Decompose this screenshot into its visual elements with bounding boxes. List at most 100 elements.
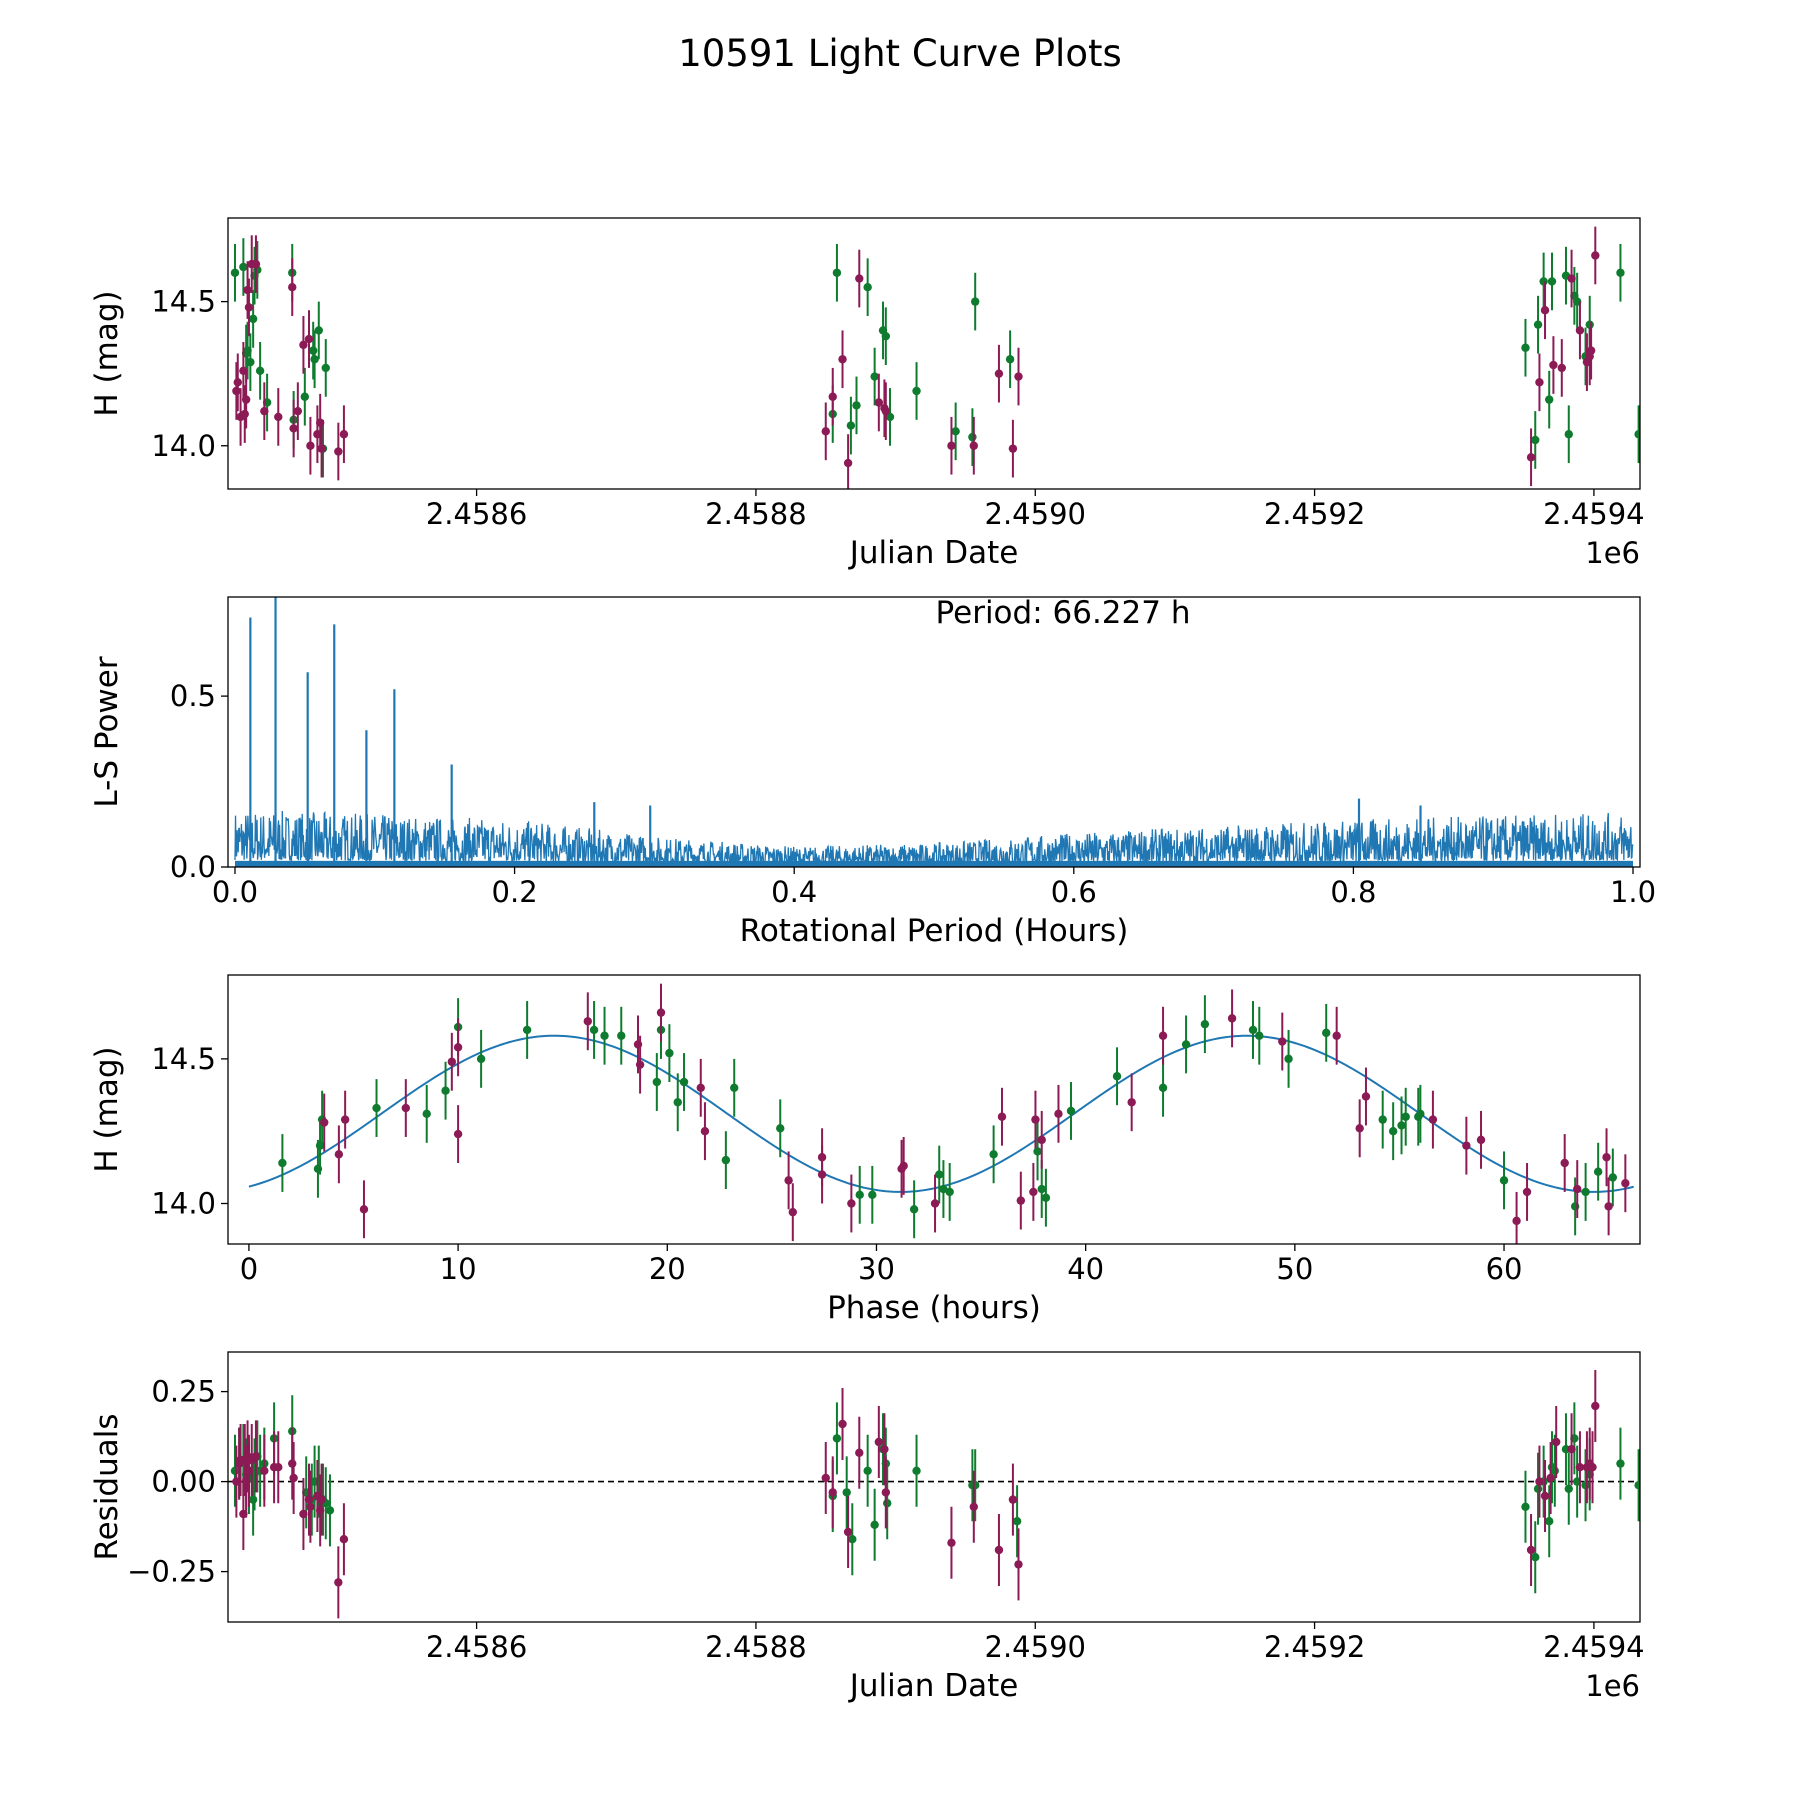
data-point: [935, 1170, 944, 1179]
data-point: [852, 401, 861, 410]
data-point: [230, 268, 240, 277]
y-tick-label: 0.00: [151, 1465, 216, 1499]
data-point: [293, 406, 303, 416]
data-point: [321, 363, 330, 373]
series-green: [278, 995, 1618, 1239]
x-offset-label: 1e6: [1585, 536, 1640, 570]
data-point: [1550, 1466, 1560, 1476]
data-point: [1545, 395, 1554, 404]
data-point: [1531, 1553, 1540, 1562]
x-tick-label: 0.0: [212, 875, 258, 909]
data-point: [776, 1124, 785, 1133]
data-point: [1540, 306, 1550, 315]
data-point: [971, 297, 980, 306]
data-point: [883, 1499, 892, 1508]
data-point: [945, 1187, 954, 1197]
data-point: [1560, 1158, 1569, 1168]
x-tick-label: 60: [1486, 1252, 1523, 1286]
data-point: [828, 1488, 837, 1497]
y-tick-label: 14.5: [151, 1042, 216, 1076]
data-point: [315, 1506, 325, 1515]
data-point: [1533, 320, 1543, 329]
data-point: [1588, 1463, 1597, 1472]
data-point: [1593, 1167, 1603, 1176]
chart-phased: 0 10 20 30 40 50 60 14.0 14.5 Phase (hours) H (mag…: [89, 974, 1641, 1326]
data-point: [1533, 1484, 1543, 1494]
y-axis-label: H (mag): [89, 1046, 125, 1172]
data-point: [289, 424, 298, 433]
series-magenta: [232, 1370, 1600, 1619]
x-tick-label: 1.0: [1610, 875, 1656, 909]
x-tick-label: 50: [1276, 1252, 1313, 1286]
data-point: [1634, 430, 1640, 439]
data-point: [274, 412, 283, 422]
data-point: [1012, 1517, 1022, 1526]
data-point: [306, 441, 315, 450]
data-point: [821, 427, 830, 436]
data-point: [260, 406, 269, 416]
data-point: [441, 1086, 450, 1095]
data-point: [299, 1509, 308, 1519]
data-point: [788, 1207, 797, 1217]
y-tick-label: −0.25: [127, 1555, 216, 1589]
data-point: [855, 274, 864, 283]
data-point: [1616, 268, 1625, 277]
data-point: [1181, 1040, 1191, 1049]
data-point: [1567, 1445, 1576, 1454]
data-point: [476, 1054, 486, 1064]
data-point: [997, 1112, 1007, 1121]
data-point: [1573, 1184, 1582, 1194]
series-magenta: [232, 226, 1600, 489]
x-tick-label: 2.4590: [985, 497, 1086, 531]
data-point: [881, 406, 891, 416]
data-point: [1575, 1463, 1585, 1472]
data-point: [325, 1506, 335, 1515]
x-tick-label: 0.6: [1051, 875, 1097, 909]
data-point: [246, 357, 255, 367]
y-tick-label: 0.25: [151, 1375, 216, 1409]
data-point: [1602, 1153, 1611, 1162]
data-point: [881, 1488, 891, 1497]
data-point: [589, 1025, 599, 1035]
data-point: [244, 303, 254, 312]
data-point: [1581, 1481, 1590, 1490]
data-point: [881, 332, 891, 341]
data-point: [240, 409, 249, 419]
data-point: [1522, 1187, 1532, 1197]
data-point: [522, 1025, 532, 1035]
data-point: [939, 1184, 948, 1194]
y-tick-label: 14.0: [151, 1187, 216, 1221]
data-point: [1540, 1491, 1550, 1501]
chart-periodogram: Period: 66.227 h 0.0 0.2 0.4 0.6 0.8 1.0 0.0 0.5…: [89, 595, 1656, 949]
chart-lightcurve: 2.4586 2.4588 2.4590 2.4592 2.4594 14.0 14.5 Ju…: [89, 217, 1645, 571]
figure-title: 10591 Light Curve Plots: [678, 32, 1122, 75]
data-point: [317, 444, 326, 453]
data-point: [989, 1150, 998, 1159]
data-point: [847, 1199, 856, 1208]
data-point: [317, 1495, 326, 1504]
data-point: [1549, 360, 1558, 370]
data-point: [299, 340, 308, 350]
x-tick-label: 2.4586: [426, 1630, 527, 1664]
data-point: [846, 421, 856, 430]
data-point: [1054, 1109, 1063, 1119]
data-point: [617, 1031, 626, 1040]
plot-area: [248, 983, 1634, 1244]
x-tick-label: 2.4592: [1264, 497, 1365, 531]
data-point: [1616, 1459, 1625, 1468]
data-point: [1255, 1031, 1264, 1040]
data-point: [320, 1118, 329, 1127]
data-point: [1564, 430, 1573, 439]
data-point: [340, 1115, 350, 1124]
data-point: [870, 372, 879, 381]
data-point: [278, 1158, 287, 1168]
x-axis-label: Julian Date: [848, 535, 1019, 571]
data-point: [1008, 1495, 1018, 1504]
plot-area: [234, 597, 1634, 867]
data-point: [730, 1083, 739, 1093]
data-point: [304, 334, 314, 344]
x-tick-label: 40: [1067, 1252, 1104, 1286]
power-spectrum-line: [234, 810, 1634, 867]
x-tick-label: 2.4588: [705, 497, 806, 531]
